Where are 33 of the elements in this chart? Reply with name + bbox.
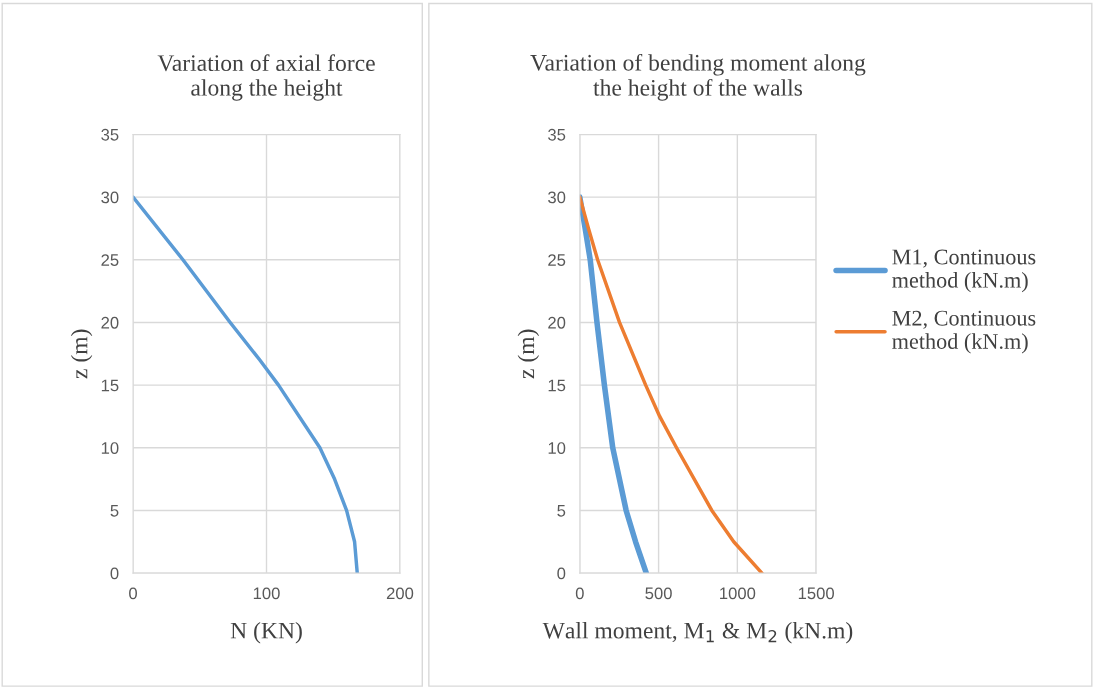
y-tick-label: 25 [101, 254, 119, 266]
x-tick-label: 1500 [798, 587, 835, 600]
x-tick-label: 500 [645, 587, 672, 600]
x-axis-title: N (KN) [230, 621, 302, 644]
y-tick-label: 25 [548, 254, 566, 266]
chart-title: Variation of axial force along the height [157, 54, 375, 101]
y-tick-label: 35 [101, 128, 119, 141]
chart-title: Variation of bending moment along the height of the walls [530, 53, 866, 101]
legend-label: M1, Continuous method (kN.m) [892, 249, 1036, 293]
y-tick-label: 5 [557, 505, 566, 517]
y-axis-title: z (m) [517, 329, 540, 379]
x-tick-label: 0 [575, 587, 584, 600]
y-axis-title: z (m) [70, 329, 93, 379]
x-tick-label: 1000 [720, 587, 756, 600]
x-tick-label: 200 [386, 587, 414, 600]
y-tick-label: 10 [548, 442, 566, 454]
y-tick-label: 35 [548, 128, 566, 141]
y-tick-label: 15 [548, 379, 566, 392]
x-axis-title: Wall moment, M$_{1}$ & M$_{2}$ (kN.m) [542, 621, 853, 644]
line-series [579, 195, 764, 574]
x-tick-label: 100 [253, 587, 280, 600]
y-tick-label: 0 [557, 567, 566, 580]
line-series [133, 195, 359, 574]
y-tick-label: 20 [548, 316, 566, 329]
y-tick-label: 15 [101, 379, 119, 392]
y-tick-label: 20 [101, 316, 119, 329]
x-tick-label: 0 [129, 587, 138, 600]
y-tick-label: 5 [110, 505, 119, 517]
y-tick-label: 30 [101, 191, 119, 204]
y-tick-label: 0 [110, 567, 119, 580]
y-tick-label: 10 [101, 442, 119, 454]
y-tick-label: 30 [548, 191, 566, 204]
legend-label: M2, Continuous method (kN.m) [892, 310, 1036, 354]
